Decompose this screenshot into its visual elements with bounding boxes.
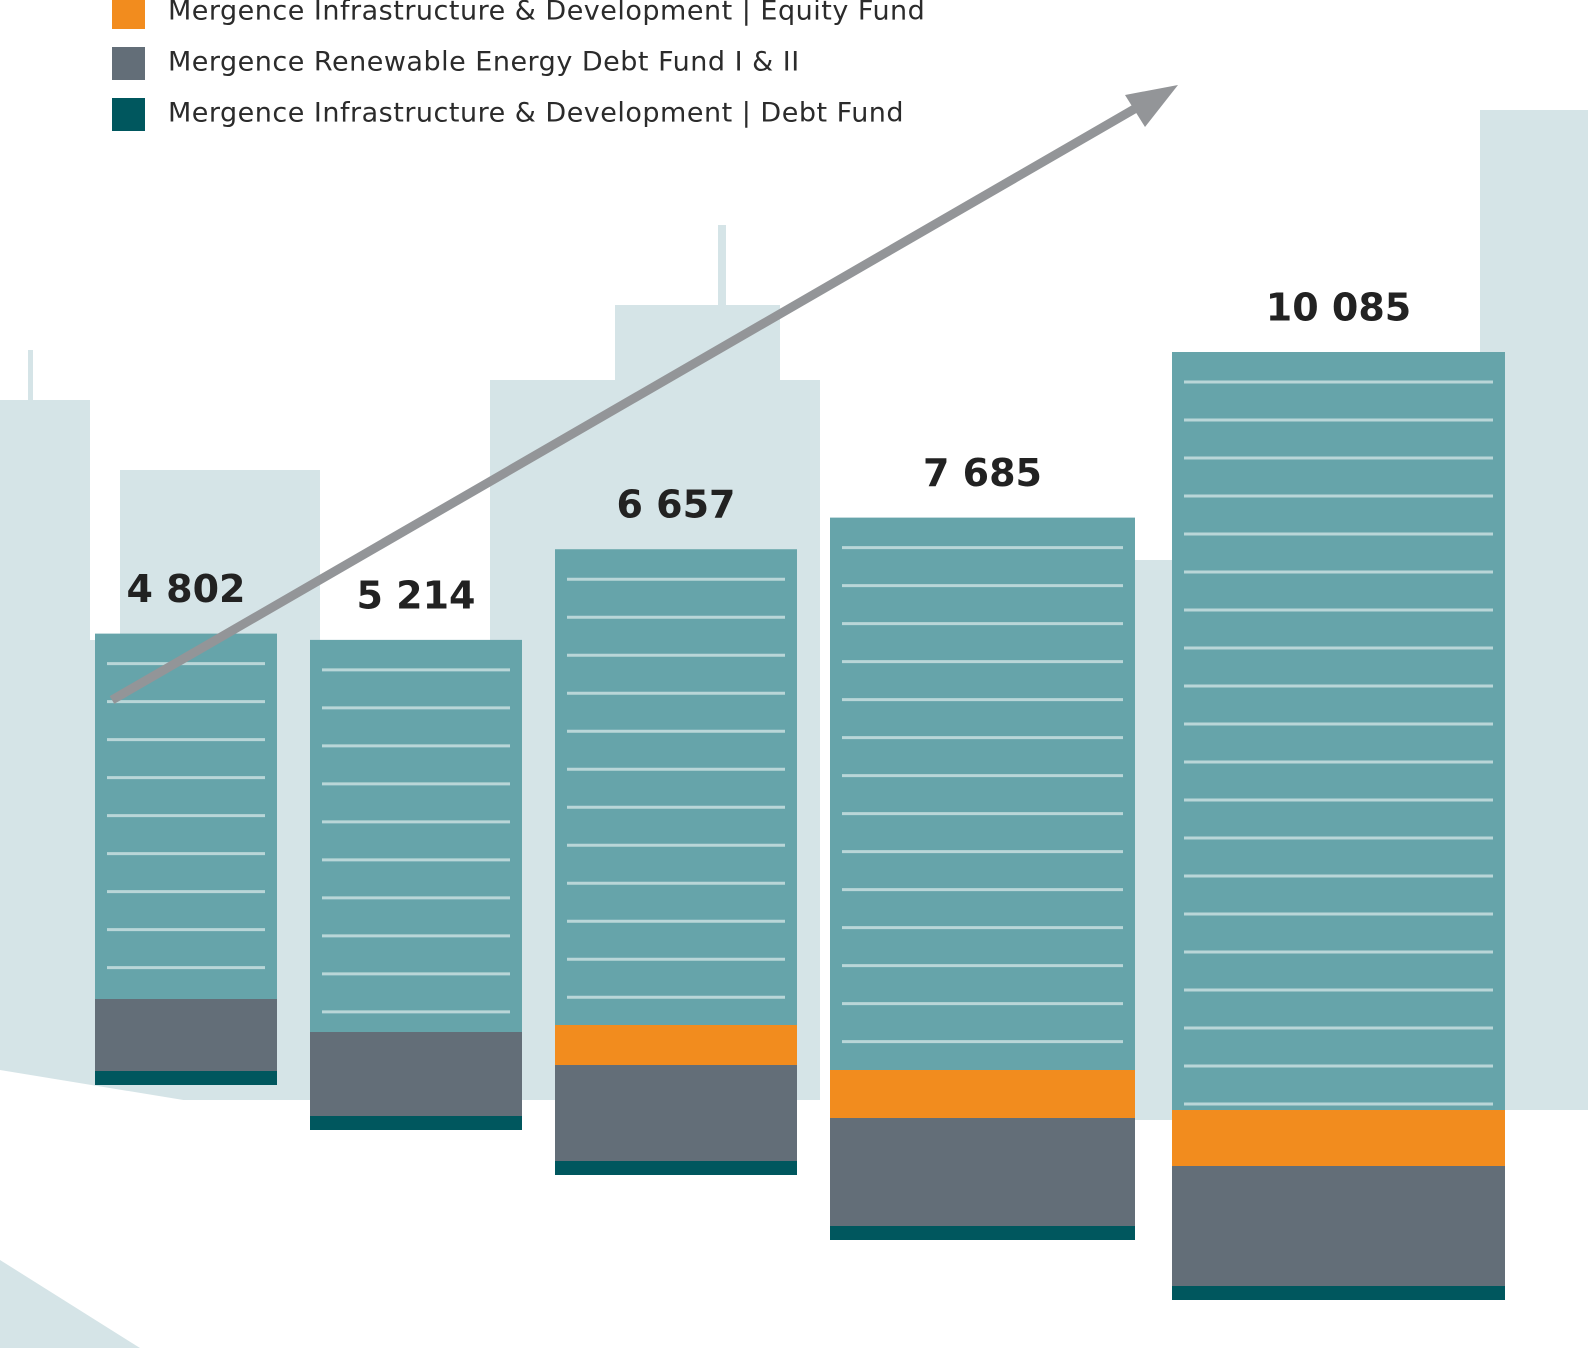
trend-arrow [109,85,1178,704]
legend-swatch [112,98,145,131]
legend-label: Mergence Infrastructure & Development | … [168,98,904,129]
band-renewable [555,1065,797,1163]
legend-swatch [112,0,145,29]
band-equity [555,1025,797,1065]
legend: Mergence Infrastructure & Development | … [112,0,925,131]
legend-label: Mergence Renewable Energy Debt Fund I & … [168,47,800,78]
band-renewable [310,1032,522,1118]
legend-label: Mergence Infrastructure & Development | … [168,0,925,27]
band-debt [310,1116,522,1130]
ground-shade [0,1260,140,1348]
band-debt [830,1226,1135,1240]
value-label: 5 214 [357,573,476,617]
value-label: 7 685 [923,451,1042,495]
band-renewable [830,1118,1135,1228]
band-equity [830,1070,1135,1118]
band-debt [555,1161,797,1175]
band-debt [95,1071,277,1085]
value-label: 6 657 [617,483,736,527]
legend-swatch [112,47,145,80]
band-renewable [95,999,277,1073]
band-renewable [1172,1166,1505,1288]
value-label: 10 085 [1266,286,1411,330]
band-debt [1172,1286,1505,1300]
band-equity [1172,1110,1505,1166]
buildings: 4 802 5 214 6 657 7 685 10 085 [95,286,1505,1300]
value-label: 4 802 [127,567,246,611]
